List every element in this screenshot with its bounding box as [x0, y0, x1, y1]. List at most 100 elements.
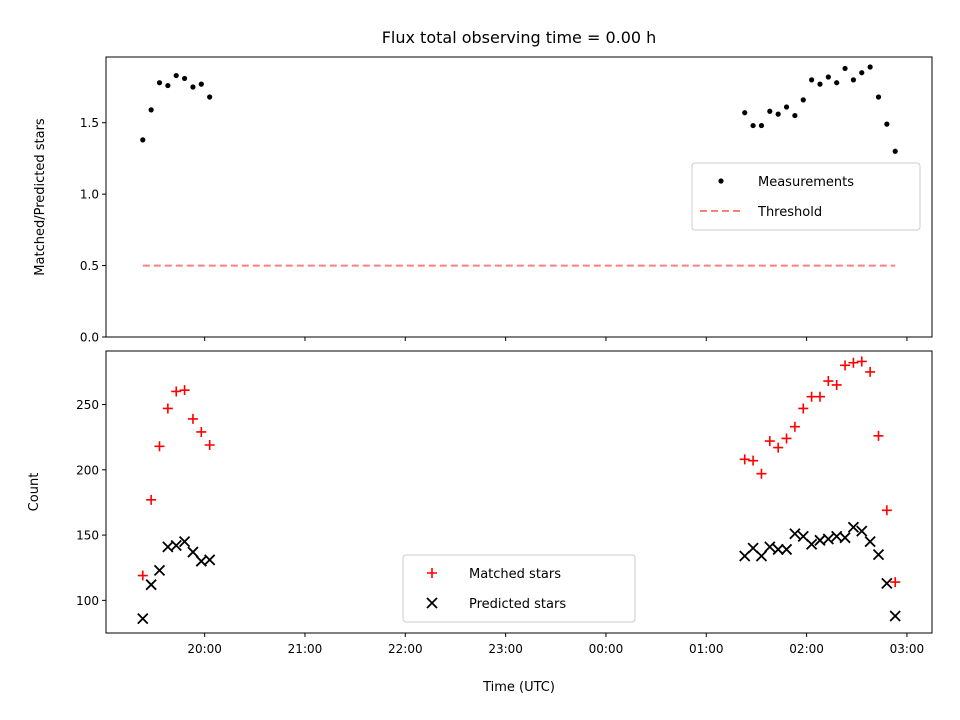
data-point: [773, 442, 784, 453]
data-point: [145, 579, 157, 591]
plot-frame: [105, 56, 933, 338]
legend-label: Threshold: [757, 205, 822, 220]
data-point: [755, 550, 768, 562]
data-point: [187, 546, 199, 558]
x-tick-label: 22:00: [388, 642, 423, 656]
data-point: [881, 505, 892, 516]
data-point: [859, 70, 865, 76]
data-point: [884, 121, 890, 127]
data-point: [814, 391, 825, 402]
legend-label: Predicted stars: [469, 597, 566, 612]
data-point: [856, 356, 867, 367]
data-point: [780, 543, 793, 556]
x-axis-label: Time (UTC): [482, 680, 555, 695]
data-point: [792, 112, 798, 119]
legend-box: [402, 554, 636, 623]
data-point: [207, 94, 213, 100]
data-point: [137, 570, 148, 581]
data-point: [889, 610, 901, 622]
data-point: [839, 532, 851, 544]
data-point: [137, 613, 149, 625]
data-point: [890, 577, 901, 588]
data-point: [170, 539, 182, 552]
y-axis-label: Matched/Predicted stars: [33, 118, 48, 276]
data-point: [181, 75, 188, 82]
data-point: [758, 122, 765, 129]
x-tick-label: 02:00: [789, 642, 824, 656]
panel-1: 0.0 0.5 1.0 1.5 Matched/Predicted stars Measu…: [33, 56, 933, 345]
data-point: [875, 94, 882, 100]
data-point: [775, 111, 781, 117]
data-point: [198, 81, 204, 87]
legend-marker: [427, 568, 437, 578]
data-point: [822, 533, 834, 545]
data-point: [204, 440, 215, 450]
data-point: [781, 433, 792, 444]
data-point: [146, 494, 157, 505]
data-point: [823, 376, 834, 387]
panel-2: 100 150 200 250 20:00 21:00 22:00 23:00 00:00 01:…: [27, 350, 933, 695]
y-tick-label: 1.0: [80, 188, 99, 202]
y-tick-label: 1.5: [80, 116, 99, 130]
data-point: [764, 541, 776, 553]
data-point: [756, 468, 767, 479]
chart-panels: 0.0 0.5 1.0 1.5 Matched/Predicted stars Measu…: [27, 56, 933, 695]
data-point: [809, 77, 815, 83]
data-point: [767, 108, 773, 114]
data-point: [848, 357, 859, 368]
data-point: [873, 430, 884, 441]
chart-title: Flux total observing time = 0.00 h: [382, 28, 657, 47]
y-tick-label: 250: [76, 398, 99, 412]
data-point: [789, 421, 800, 432]
data-point: [847, 521, 860, 533]
data-point: [173, 72, 179, 79]
series-measurements: [140, 64, 898, 154]
data-point: [856, 525, 868, 537]
legend-box: [691, 162, 921, 231]
data-point: [742, 110, 748, 116]
data-point: [148, 107, 154, 113]
x-tick-label: 21:00: [288, 642, 323, 656]
legend-marker: [426, 597, 438, 609]
data-point: [783, 104, 790, 110]
data-point: [739, 454, 750, 465]
data-point: [842, 65, 848, 72]
data-point: [196, 426, 207, 437]
data-point: [840, 360, 851, 371]
data-point: [806, 391, 817, 402]
data-point: [834, 80, 840, 86]
y-tick-label: 100: [76, 594, 99, 608]
data-point: [892, 148, 898, 154]
legend: Matched stars Predicted stars: [402, 554, 636, 623]
data-point: [187, 413, 198, 424]
series-matched-stars: [137, 356, 901, 588]
data-point: [165, 82, 171, 89]
x-tick-label: 23:00: [488, 642, 523, 656]
data-point: [800, 97, 806, 103]
data-point: [850, 77, 857, 83]
data-point: [171, 386, 182, 397]
x-tick-label: 01:00: [689, 642, 724, 656]
data-point: [772, 543, 784, 556]
data-point: [178, 535, 191, 548]
data-point: [153, 564, 166, 576]
legend-label: Measurements: [758, 175, 854, 190]
data-point: [204, 554, 216, 566]
data-point: [764, 436, 775, 447]
legend: Measurements Threshold: [691, 162, 921, 231]
x-tick-label: 20:00: [187, 642, 222, 656]
y-tick-label: 150: [76, 529, 99, 543]
data-point: [817, 81, 823, 87]
x-tick-label: 00:00: [589, 642, 624, 656]
data-point: [748, 455, 759, 466]
data-point: [872, 549, 885, 561]
data-point: [162, 403, 173, 414]
x-tick-label: 03:00: [890, 642, 925, 656]
data-point: [865, 366, 876, 377]
data-point: [867, 64, 873, 70]
legend-marker: [718, 178, 724, 184]
y-tick-label: 0.5: [80, 259, 99, 273]
data-point: [805, 538, 818, 550]
data-point: [881, 577, 893, 590]
